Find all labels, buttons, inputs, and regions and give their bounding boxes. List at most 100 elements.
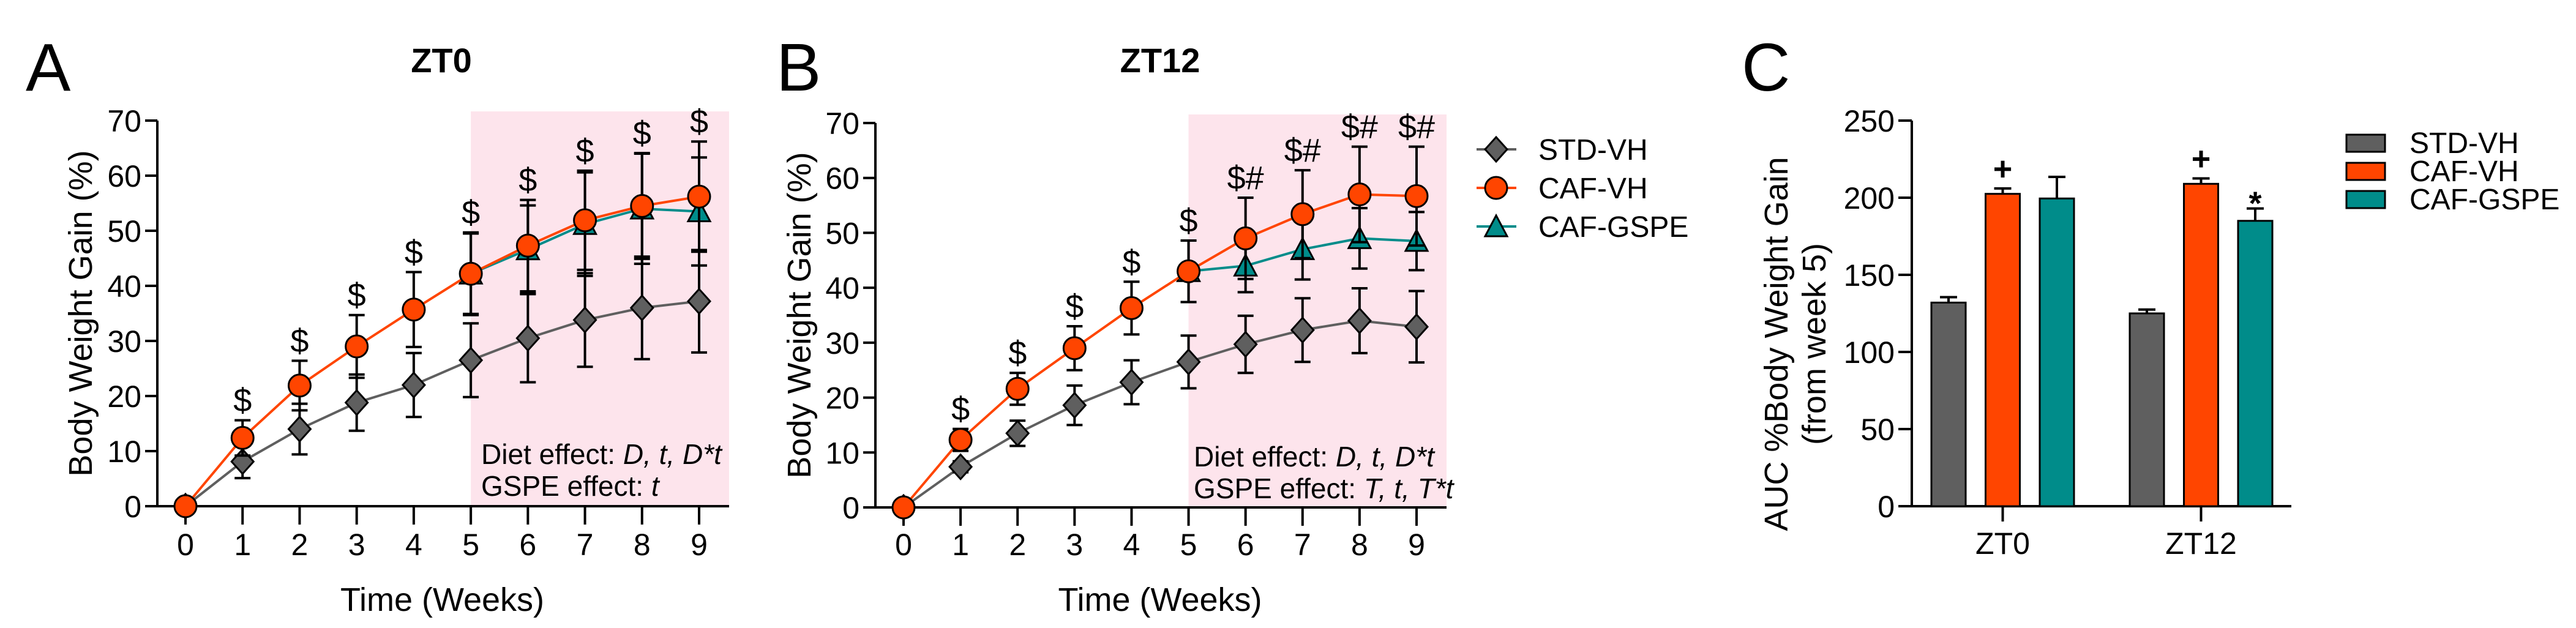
panel-label-c: C: [1742, 30, 1790, 105]
data-point: [1234, 226, 1258, 250]
legend-swatch: [2345, 133, 2386, 153]
bar-caf-gspe-zt12: [2237, 207, 2274, 507]
legend-label: STD-VH: [2409, 127, 2519, 160]
significance-annotation: +: [1993, 151, 2013, 187]
y-tick-label: 10: [107, 435, 141, 469]
data-point: [1404, 184, 1429, 208]
y-axis-label: AUC %Body Weight Gain: [1758, 157, 1795, 531]
legend-label: CAF-VH: [1538, 173, 1648, 205]
data-point: [572, 306, 597, 334]
chart-title-zt0: ZT0: [411, 41, 472, 80]
legend-marker-circle-icon: [1484, 176, 1508, 200]
legend-label: CAF-VH: [2409, 155, 2519, 188]
y-tick-label: 20: [107, 379, 141, 414]
x-tick-label: 6: [519, 528, 536, 562]
data-point: [173, 494, 198, 518]
data-point: [948, 453, 973, 480]
x-tick-label: 2: [1009, 528, 1026, 562]
legend-item-caf-vh: CAF-VH: [2345, 155, 2519, 188]
y-tick-label: 250: [1844, 104, 1895, 138]
data-point: [1062, 336, 1087, 361]
significance-annotation: $#: [1341, 109, 1378, 146]
legend-marker-diamond-icon: [1483, 135, 1509, 163]
significance-annotation: $: [633, 115, 651, 152]
data-point: [948, 428, 973, 452]
x-tick-label: 0: [177, 528, 194, 562]
x-axis-label: Time (Weeks): [1058, 581, 1262, 618]
error-bar: [2048, 175, 2065, 199]
significance-annotation: $: [405, 234, 423, 271]
data-point: [1290, 316, 1315, 344]
effect-terms: D, t, D*t: [623, 438, 723, 470]
y-tick-label: 50: [825, 216, 859, 250]
y-tick-label: 60: [107, 159, 141, 193]
panel-label-b: B: [776, 30, 821, 105]
legend-item-std-vh: STD-VH: [1477, 134, 1648, 166]
data-point: [345, 334, 369, 359]
significance-annotation: $: [519, 162, 537, 199]
legend-label: CAF-GSPE: [1538, 211, 1688, 244]
data-point: [459, 346, 484, 374]
panel-b: B ZT12 0 10 20 30 40 50 60 70 0 1 2 3 4 5 6 7 8 9 Time (We…: [776, 30, 1688, 618]
significance-annotation: $: [1008, 335, 1027, 372]
effect-label: GSPE effect:: [481, 470, 651, 502]
y-tick-label: 70: [107, 104, 141, 138]
y-tick-label: 100: [1844, 335, 1895, 370]
bar-caf-vh-zt12: [2183, 177, 2219, 507]
legend: STD-VH CAF-VH CAF-GSPE: [1477, 134, 1688, 244]
y-tick-label: 0: [124, 490, 141, 524]
data-point: [1119, 296, 1144, 320]
effect-text: Diet effect: D, t, D*t: [481, 438, 723, 470]
bar: [1985, 193, 2021, 507]
significance-annotation: $: [576, 133, 594, 170]
significance-annotation: $: [1122, 244, 1140, 280]
data-point: [630, 194, 654, 218]
x-tick-label: 6: [1237, 528, 1254, 562]
significance-annotation: $: [348, 277, 366, 314]
y-axis-label-line2: (from week 5): [1796, 243, 1833, 445]
data-point: [573, 208, 597, 233]
x-tick-label: 1: [952, 528, 969, 562]
legend-marker-triangle-icon: [1483, 213, 1509, 237]
bar-std-vh-zt0: [1930, 296, 1967, 507]
x-tick-label: 4: [1123, 528, 1140, 562]
effect-terms: D, t, D*t: [1336, 441, 1436, 473]
x-tick-label: 3: [1066, 528, 1083, 562]
effect-terms: t: [651, 470, 661, 502]
shaded-region: [471, 111, 729, 506]
data-point: [1176, 348, 1201, 376]
data-point: [287, 415, 312, 443]
series-caf-vh: [173, 140, 711, 518]
y-tick-label: 150: [1844, 258, 1895, 293]
series-line: [902, 193, 1417, 509]
data-point: [1005, 419, 1030, 447]
y-tick-label: 200: [1844, 181, 1895, 215]
panel-label-a: A: [26, 30, 71, 105]
data-point: [1290, 202, 1315, 226]
effect-label: Diet effect:: [481, 438, 623, 470]
y-tick-label: 30: [825, 326, 859, 361]
data-point: [401, 371, 426, 399]
bar-std-vh-zt12: [2129, 308, 2165, 507]
x-tick-label: 8: [634, 528, 651, 562]
data-point: [1233, 331, 1258, 358]
x-tick-label: 7: [577, 528, 594, 562]
legend-item-std-vh: STD-VH: [2345, 127, 2519, 160]
data-point: [515, 324, 541, 352]
significance-annotation: $: [690, 103, 708, 140]
data-point: [1347, 307, 1372, 335]
significance-annotation: $#: [1284, 132, 1321, 169]
bar-caf-vh-zt0: [1985, 187, 2021, 507]
data-point: [230, 425, 255, 450]
x-tick-label: 2: [291, 528, 309, 562]
x-tick-label: 3: [348, 528, 365, 562]
y-tick-label: 0: [1878, 490, 1895, 524]
x-tick-label: 4: [405, 528, 422, 562]
bar: [2039, 197, 2075, 507]
panel-a: A ZT0 0 10 20 30 40 50 60 70 0 1 2 3 4 5 6 7 8 9 Time (Wee…: [26, 30, 729, 618]
x-tick-label: ZT12: [2165, 526, 2237, 561]
legend-label: STD-VH: [1538, 134, 1648, 166]
y-tick-label: 50: [1860, 413, 1895, 447]
